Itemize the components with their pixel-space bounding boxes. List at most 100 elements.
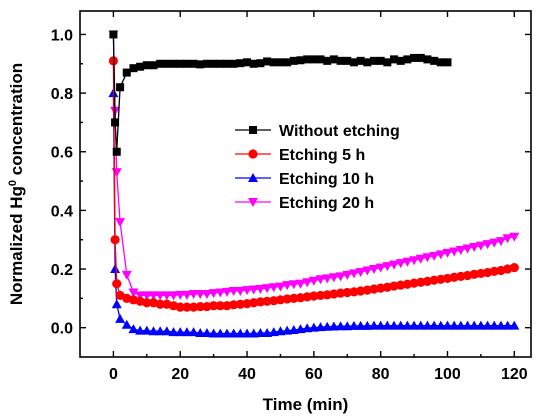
legend-label: Etching 10 h: [279, 171, 374, 188]
data-point: [243, 58, 252, 67]
data-point: [315, 322, 326, 332]
legend-label: Etching 5 h: [279, 147, 365, 164]
data-point: [482, 240, 493, 250]
data-point: [469, 269, 479, 279]
data-point: [329, 289, 339, 299]
data-point: [462, 244, 473, 254]
data-point: [315, 290, 326, 301]
y-tick-label: 0.0: [51, 321, 73, 338]
data-point: [175, 327, 186, 337]
data-point: [509, 232, 520, 242]
data-point: [475, 320, 486, 330]
data-point: [248, 328, 259, 338]
data-point: [175, 302, 185, 312]
data-point: [168, 327, 179, 337]
data-point: [248, 285, 259, 295]
data-point: [235, 328, 246, 338]
data-point: [302, 292, 312, 302]
data-point: [409, 278, 419, 288]
data-point: [222, 59, 231, 68]
data-point: [121, 319, 132, 329]
data-point: [462, 320, 473, 330]
data-point: [135, 291, 146, 301]
data-point: [309, 291, 319, 301]
data-point: [429, 320, 440, 330]
data-point: [128, 288, 139, 298]
axes: 0 20 40 60 80 100 120 0.0 0.2 0.4 0.6 0.8 1.0: [51, 10, 532, 383]
legend-item-3: Etching 20 h: [235, 195, 374, 212]
y-tick-label: 0.6: [51, 145, 73, 162]
data-point: [228, 328, 239, 338]
data-point: [276, 58, 285, 67]
data-point: [112, 147, 121, 156]
data-point: [375, 320, 386, 330]
data-point: [502, 320, 513, 330]
data-point: [283, 58, 292, 67]
x-tick-label: 0: [109, 366, 118, 383]
series-3: [108, 30, 520, 301]
data-point: [402, 257, 413, 267]
x-axis-title: Time (min): [263, 395, 349, 414]
data-point: [195, 301, 205, 312]
data-point: [429, 251, 440, 261]
legend-marker: [248, 173, 258, 182]
data-point: [242, 328, 253, 338]
data-point: [429, 275, 439, 285]
data-point: [275, 295, 286, 305]
data-point: [295, 279, 306, 289]
data-point: [409, 320, 420, 330]
data-point: [135, 325, 146, 335]
data-point: [289, 293, 299, 303]
data-point: [316, 55, 325, 64]
data-point: [495, 320, 506, 330]
data-point: [455, 245, 466, 255]
x-tick-label: 100: [434, 366, 461, 383]
data-point: [262, 284, 273, 294]
legend-marker: [248, 198, 258, 207]
data-point: [242, 286, 253, 296]
legend-item-2: Etching 10 h: [235, 171, 374, 188]
data-point: [343, 56, 352, 65]
data-point: [469, 243, 480, 253]
data-point: [188, 302, 199, 312]
data-point: [148, 326, 159, 336]
data-point: [303, 55, 312, 64]
data-point: [436, 58, 445, 67]
data-point: [410, 53, 419, 62]
legend-label: Without etching: [279, 123, 400, 140]
data-point: [469, 320, 480, 330]
data-point: [189, 59, 198, 68]
data-point: [111, 168, 122, 178]
legend: Without etching Etching 5 h Etching 10 h Et…: [235, 123, 400, 212]
data-point: [422, 253, 433, 263]
data-point: [389, 281, 399, 291]
data-point: [295, 293, 306, 303]
data-point: [142, 298, 152, 308]
data-point: [309, 55, 318, 64]
data-point: [249, 298, 259, 308]
data-point: [403, 55, 412, 64]
data-point: [482, 320, 493, 330]
data-point: [495, 237, 506, 247]
data-point: [235, 287, 246, 297]
data-point: [302, 278, 313, 288]
data-point: [489, 266, 499, 276]
data-point: [195, 327, 206, 337]
data-point: [121, 270, 132, 280]
data-point: [375, 263, 386, 273]
data-point: [322, 321, 333, 331]
data-point: [209, 301, 219, 311]
data-point: [182, 302, 192, 312]
data-point: [349, 287, 359, 297]
data-point: [328, 321, 339, 331]
data-point: [221, 328, 232, 338]
data-point: [395, 259, 406, 269]
x-tick-label: 80: [372, 366, 390, 383]
data-point: [215, 288, 226, 298]
data-point: [136, 62, 145, 71]
data-point: [282, 281, 293, 291]
data-point: [149, 61, 158, 70]
data-point: [449, 272, 459, 282]
data-point: [275, 326, 286, 336]
data-point: [269, 296, 279, 306]
